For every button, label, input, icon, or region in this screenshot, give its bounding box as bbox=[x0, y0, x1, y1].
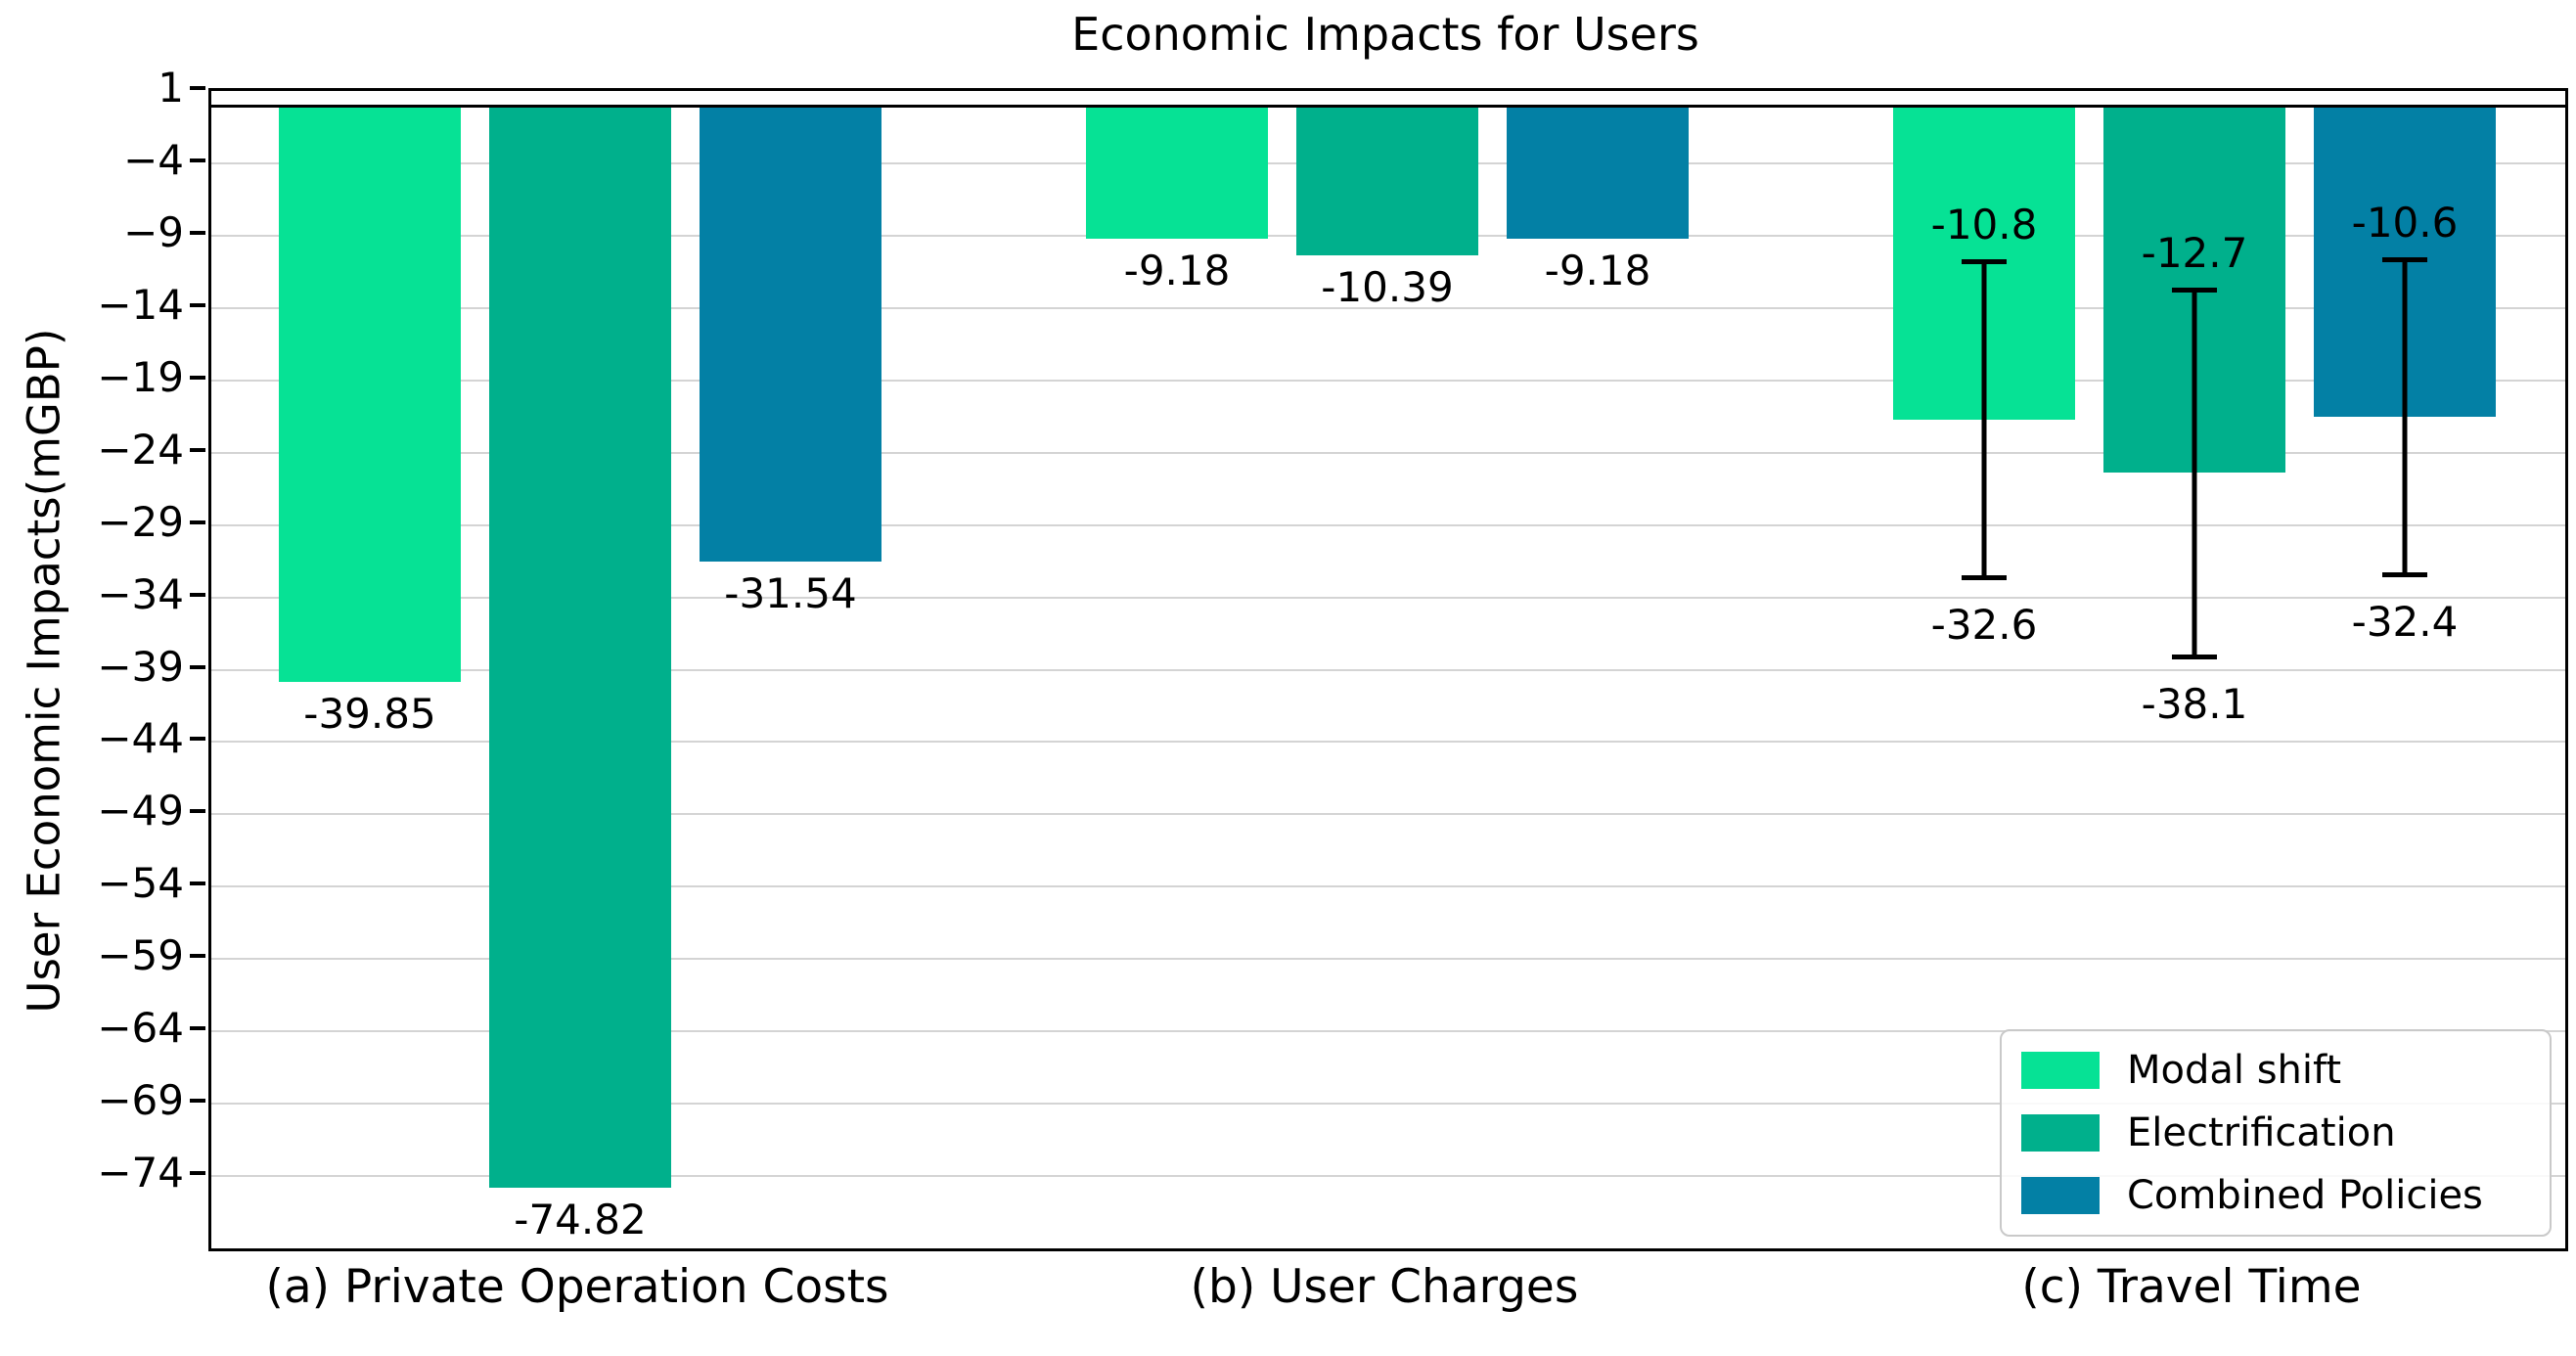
gridline bbox=[211, 1175, 2565, 1178]
y-tick-label: −14 bbox=[97, 280, 184, 329]
y-tick bbox=[190, 447, 205, 452]
error-bar-cap-bottom bbox=[1962, 574, 2007, 580]
x-group-label-a: (a) Private Operation Costs bbox=[265, 1260, 889, 1314]
y-tick-label: −9 bbox=[123, 207, 184, 256]
y-tick bbox=[190, 302, 205, 307]
bar-modal-shift-a bbox=[279, 105, 461, 683]
bar-electrification-a bbox=[489, 105, 671, 1189]
gridline bbox=[211, 523, 2565, 526]
y-tick-label: 1 bbox=[158, 64, 184, 112]
gridline bbox=[211, 306, 2565, 309]
y-tick-label: −34 bbox=[97, 569, 184, 618]
error-bar-cap-bottom bbox=[2382, 571, 2427, 577]
y-tick bbox=[190, 158, 205, 162]
bar-value-label: -31.54 bbox=[724, 569, 857, 618]
bar-combined-policies-b bbox=[1507, 105, 1689, 239]
bar-value-label: -39.85 bbox=[303, 690, 436, 739]
legend-label: Combined Policies bbox=[2127, 1173, 2483, 1218]
error-high-label: -10.8 bbox=[1930, 201, 2038, 249]
x-group-label-c: (c) Travel Time bbox=[2021, 1260, 2362, 1314]
bar-value-label: -74.82 bbox=[514, 1196, 647, 1244]
error-high-label: -12.7 bbox=[2141, 228, 2248, 277]
error-high-label: -10.6 bbox=[2351, 198, 2459, 247]
gridline bbox=[211, 741, 2565, 744]
legend-item-electrification: Electrification bbox=[2021, 1111, 2550, 1154]
bar-value-label: -9.18 bbox=[1544, 246, 1651, 294]
error-low-label: -32.4 bbox=[2351, 597, 2459, 646]
y-tick bbox=[190, 1171, 205, 1176]
y-tick bbox=[190, 664, 205, 669]
gridline bbox=[211, 1030, 2565, 1033]
plot-area: -39.85 -74.82 -31.54 -9.18 -10.39 -9.18 -10.8 -… bbox=[208, 88, 2568, 1251]
y-tick-label: −24 bbox=[97, 425, 184, 474]
bar-electrification-b bbox=[1296, 105, 1478, 256]
error-bar bbox=[2402, 258, 2408, 574]
zero-baseline bbox=[211, 104, 2565, 108]
legend: Modal shift Electrification Combined Polic… bbox=[2000, 1029, 2552, 1237]
chart-title: Economic Impacts for Users bbox=[1071, 8, 1699, 61]
error-low-label: -38.1 bbox=[2141, 680, 2248, 729]
y-tick bbox=[190, 86, 205, 90]
y-tick bbox=[190, 737, 205, 742]
y-tick bbox=[190, 1026, 205, 1031]
gridline bbox=[211, 668, 2565, 671]
y-tick bbox=[190, 592, 205, 597]
error-bar-cap-top bbox=[1962, 259, 2007, 265]
y-tick bbox=[190, 954, 205, 959]
y-tick-label: −74 bbox=[97, 1149, 184, 1198]
y-tick-label: −64 bbox=[97, 1004, 184, 1053]
bar-value-label: -10.39 bbox=[1321, 263, 1454, 312]
y-tick-label: −19 bbox=[97, 352, 184, 401]
y-tick-label: −29 bbox=[97, 497, 184, 546]
error-low-label: -32.6 bbox=[1930, 600, 2038, 649]
y-tick-label: −69 bbox=[97, 1076, 184, 1125]
bar-modal-shift-b bbox=[1086, 105, 1268, 239]
y-tick-label: −4 bbox=[123, 135, 184, 184]
legend-swatch-combined-policies bbox=[2021, 1177, 2100, 1214]
gridline bbox=[211, 885, 2565, 888]
legend-item-modal-shift: Modal shift bbox=[2021, 1049, 2550, 1092]
error-bar-cap-bottom bbox=[2172, 655, 2217, 660]
error-bar bbox=[1981, 261, 1987, 577]
y-tick bbox=[190, 809, 205, 814]
y-tick-label: −54 bbox=[97, 859, 184, 908]
x-group-label-b: (b) User Charges bbox=[1190, 1260, 1579, 1314]
y-tick bbox=[190, 881, 205, 886]
bar-combined-policies-a bbox=[700, 105, 881, 563]
gridline bbox=[211, 379, 2565, 382]
y-tick bbox=[190, 1099, 205, 1104]
legend-item-combined-policies: Combined Policies bbox=[2021, 1174, 2550, 1217]
legend-label: Modal shift bbox=[2127, 1048, 2342, 1093]
error-bar bbox=[2192, 289, 2197, 657]
y-tick-label: −49 bbox=[97, 787, 184, 836]
gridline bbox=[211, 451, 2565, 454]
gridline bbox=[211, 958, 2565, 961]
y-tick-label: −39 bbox=[97, 642, 184, 691]
legend-swatch-modal-shift bbox=[2021, 1052, 2100, 1089]
gridline bbox=[211, 1103, 2565, 1106]
bar-value-label: -9.18 bbox=[1123, 246, 1231, 294]
y-tick-label: −44 bbox=[97, 714, 184, 763]
error-bar-cap-top bbox=[2172, 287, 2217, 293]
y-tick bbox=[190, 230, 205, 235]
error-bar-cap-top bbox=[2382, 256, 2427, 262]
gridline bbox=[211, 813, 2565, 816]
legend-label: Electrification bbox=[2127, 1110, 2396, 1155]
y-tick bbox=[190, 375, 205, 380]
legend-swatch-electrification bbox=[2021, 1114, 2100, 1152]
y-tick-label: −59 bbox=[97, 931, 184, 980]
y-tick bbox=[190, 520, 205, 524]
gridline bbox=[211, 596, 2565, 599]
